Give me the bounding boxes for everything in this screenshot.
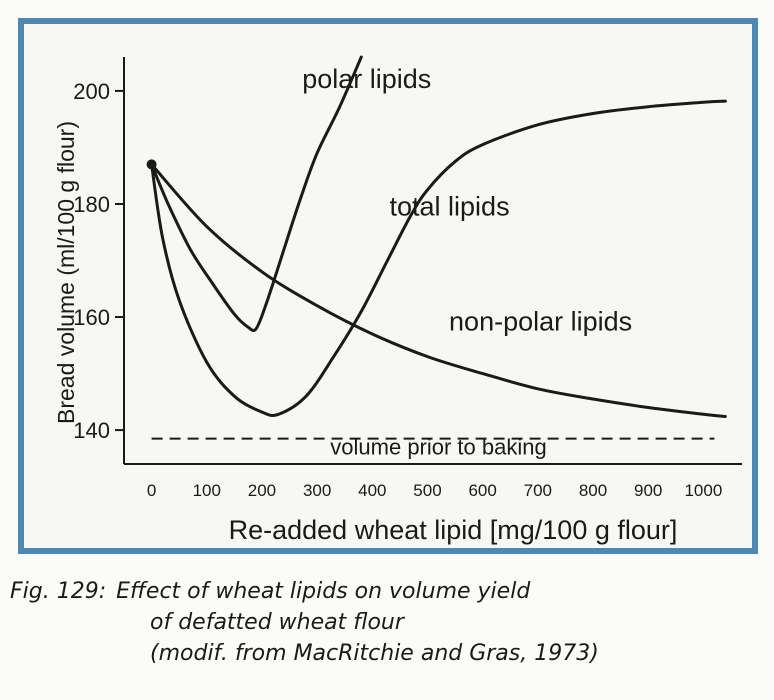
x-tick-label: 0 xyxy=(147,481,156,500)
x-tick-label: 300 xyxy=(303,481,331,500)
annotation-non-polar-lipids: non-polar lipids xyxy=(449,307,632,337)
y-tick-label: 160 xyxy=(73,305,110,330)
annotation-total-lipids: total lipids xyxy=(390,191,510,221)
x-tick-label: 100 xyxy=(193,481,221,500)
chart-frame: 140 160 180 200 0 100 200 300 400 500 600 700 800 900… xyxy=(18,18,758,554)
x-tick-label: 200 xyxy=(248,481,276,500)
annotation-polar-lipids: polar lipids xyxy=(302,64,431,94)
x-tick-label: 900 xyxy=(634,481,662,500)
series-line-total-lipids xyxy=(150,99,727,418)
caption-figure-label: Fig. 129: xyxy=(10,579,107,604)
figure-caption: Fig. 129: Effect of wheat lipids on volum… xyxy=(10,576,599,669)
caption-line-1: Effect of wheat lipids on volume yield xyxy=(116,579,531,604)
x-tick-label: 600 xyxy=(468,481,496,500)
caption-line-3: (modif. from MacRitchie and Gras, 1973) xyxy=(150,641,599,666)
start-point-marker xyxy=(146,159,157,170)
bread-volume-chart: 140 160 180 200 0 100 200 300 400 500 600 700 800 900… xyxy=(53,55,742,545)
y-tick-label: 140 xyxy=(73,418,110,443)
x-tick-label: 1000 xyxy=(684,481,722,500)
caption-line-2: of defatted wheat flour xyxy=(150,610,404,635)
x-tick-label: 500 xyxy=(413,481,441,500)
x-axis-title: Re-added wheat lipid [mg/100 g flour] xyxy=(229,515,678,545)
series-line-polar-lipids xyxy=(150,55,363,333)
x-tick-label: 400 xyxy=(358,481,386,500)
x-tick-label: 800 xyxy=(579,481,607,500)
y-tick-label: 200 xyxy=(73,79,110,104)
y-tick-label: 180 xyxy=(73,192,110,217)
x-tick-label: 700 xyxy=(524,481,552,500)
series-line-non-polar-lipids xyxy=(150,162,727,418)
y-axis-title: Bread volume (ml/100 g flour) xyxy=(53,121,79,424)
annotation-volume-prior-to-baking: volume prior to baking xyxy=(330,434,546,459)
